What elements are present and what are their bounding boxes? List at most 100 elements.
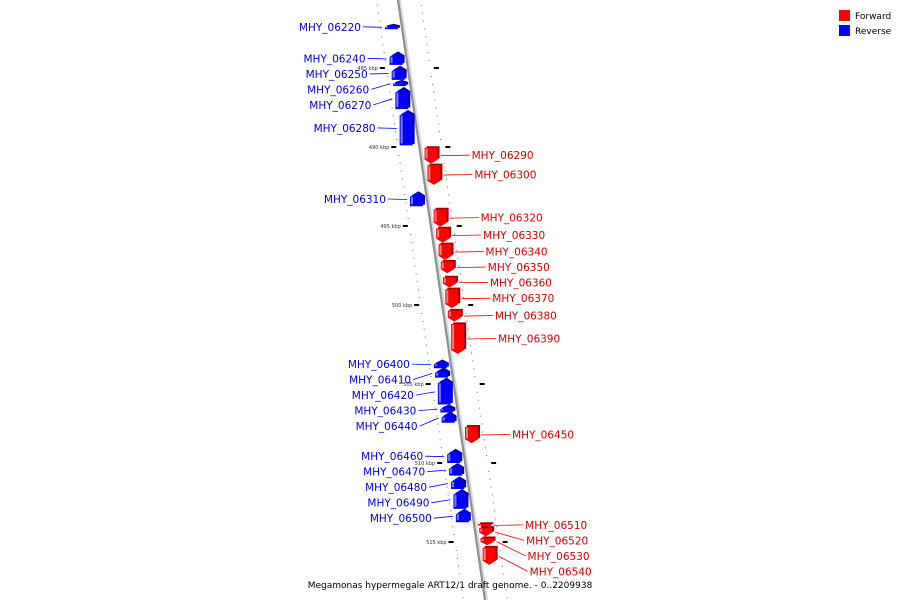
major-tick-right [502,541,508,543]
minor-tick-dot [434,99,436,101]
legend-forward-swatch [839,10,850,21]
major-tick-left [391,146,397,148]
gene-arrow-body [399,111,413,146]
minor-tick-dot [428,360,430,362]
minor-tick-dot [482,431,484,433]
gene-arrow-body [451,478,465,490]
minor-tick-dot [495,518,497,520]
minor-tick-dot [480,415,482,417]
gene-arrow-mhy-06310 [409,191,425,207]
gene-arrow-mhy-06490 [453,489,469,509]
gene-leader-line [371,83,391,90]
gene-arrow-mhy-06240 [389,51,405,65]
gene-arrow-body [440,406,454,413]
gene-leader-line [427,469,447,473]
gene-label: MHY_06500 [370,513,432,525]
minor-tick-dot [389,91,391,93]
gene-arrow-mhy-06300 [427,163,443,185]
minor-tick-dot [440,447,442,449]
minor-tick-dot [466,320,468,322]
gene-label: MHY_06470 [363,467,425,479]
minor-tick-dot [436,115,438,117]
minor-tick-dot [497,534,499,536]
major-tick-right [433,67,439,69]
major-tick-left [402,225,408,227]
gene-arrow-mhy-06480 [451,476,467,490]
minor-tick-dot [423,328,425,330]
gene-arrow-body [384,25,398,30]
minor-tick-dot [424,28,426,30]
minor-tick-dot [445,478,447,480]
gene-leader-line [419,417,439,427]
gene-leader-line [498,555,528,572]
minor-tick-dot [415,273,417,275]
gene-arrow-mhy-06260 [393,79,409,87]
scale-tick-label: 495 kbp [380,224,400,230]
gene-label: MHY_06530 [528,551,590,563]
gene-arrow-body [445,289,459,309]
gene-arrow-body [449,464,463,476]
minor-tick-dot [451,518,453,520]
gene-arrow-highlight [466,427,469,439]
gene-arrow-mhy-06270 [395,86,411,110]
gene-leader-line [440,154,470,157]
minor-tick-dot [419,297,421,299]
gene-track [384,23,498,565]
gene-arrow-mhy-06450 [465,425,481,444]
minor-tick-dot [424,336,426,338]
gene-arrow-highlight [438,383,441,403]
gene-arrow-highlight [448,311,451,317]
minor-tick-dot [439,131,441,133]
gene-arrow-body [447,450,461,463]
gene-arrow-mhy-06370 [445,287,461,309]
genome-axis-shadow [398,0,488,600]
minor-tick-dot [488,470,490,472]
gene-arrow-mhy-06460 [447,448,463,463]
minor-tick-dot [450,510,452,512]
gene-arrow-body [409,192,423,207]
minor-tick-dot [439,439,441,441]
gene-arrow-highlight [446,290,449,304]
gene-label: MHY_06340 [486,247,548,259]
minor-tick-dot [391,107,393,109]
minor-tick-dot [387,75,389,77]
minor-tick-dot [484,447,486,449]
gene-label: MHY_06480 [365,482,427,494]
gene-arrow-mhy-06320 [433,207,449,227]
gene-arrow-mhy-06500 [455,508,471,523]
minor-tick-dot [420,4,422,6]
minor-tick-dot [444,170,446,172]
minor-tick-dot [453,233,455,235]
gene-arrow-highlight [385,27,388,29]
gene-arrow-highlight [400,115,403,144]
gene-arrow-body [479,527,493,537]
gene-arrow-highlight [456,514,459,521]
gene-label: MHY_06420 [352,390,414,402]
minor-tick-dot [460,581,462,583]
legend-reverse-label: Reverse [855,27,892,37]
gene-arrow-mhy-06530 [480,536,496,546]
minor-tick-dot [479,407,481,409]
minor-tick-dot [471,352,473,354]
minor-tick-dot [414,265,416,267]
scale-tick-label: 500 kbp [392,303,412,309]
gene-leader-line [452,234,482,236]
minor-tick-dot [481,423,483,425]
gene-label: MHY_06460 [361,451,423,463]
minor-tick-dot [463,297,465,299]
gene-arrow-highlight [481,539,484,541]
gene-arrow-body [440,261,454,274]
gene-label: MHY_06510 [525,520,587,532]
major-tick-right [479,383,485,385]
minor-tick-dot [504,581,506,583]
gene-arrow-body [442,277,456,288]
minor-tick-dot [430,376,432,378]
minor-tick-dot [456,249,458,251]
scale-tick-label: 510 kbp [415,461,435,467]
gene-arrow-highlight [439,245,442,255]
minor-tick-dot [401,178,403,180]
minor-tick-dot [440,139,442,141]
gene-arrow-body [453,490,467,509]
minor-tick-dot [458,565,460,567]
minor-tick-dot [445,178,447,180]
